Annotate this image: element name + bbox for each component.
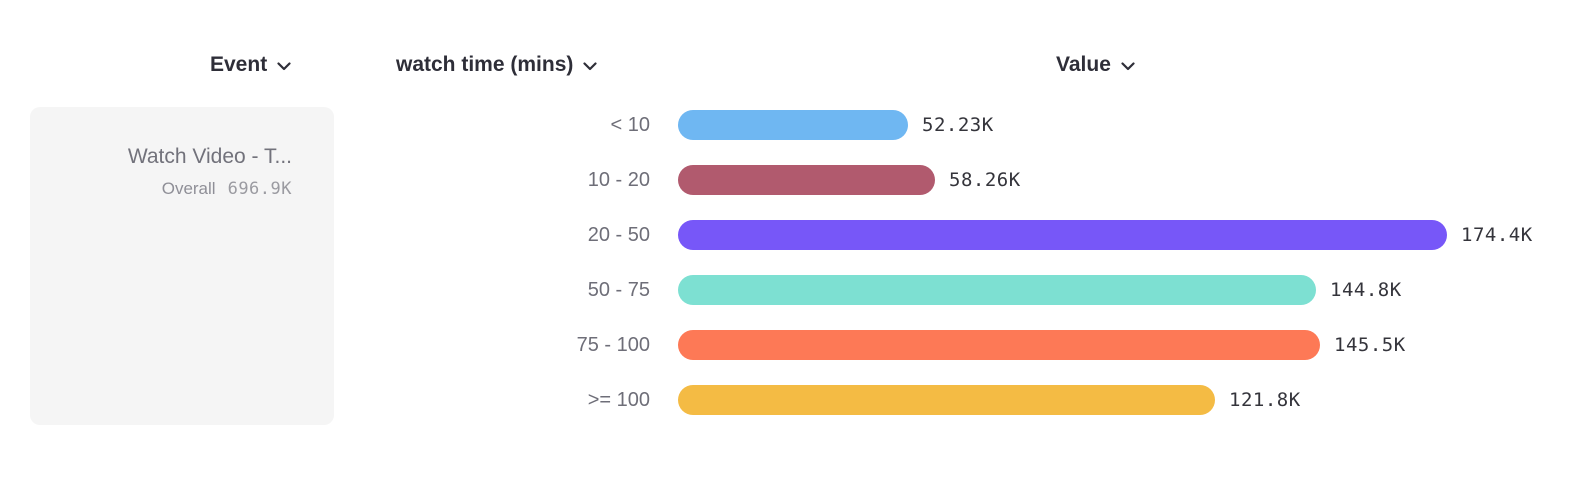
bucket-label: 10 - 20 (587, 169, 650, 191)
bucket-label: 20 - 50 (587, 224, 650, 246)
watch-time-column-label: watch time (mins) (396, 53, 574, 76)
chevron-down-icon (1121, 62, 1135, 71)
bar-row: < 10 52.23K (0, 110, 1584, 140)
event-card-overall-row: Overall 696.9K (50, 179, 292, 199)
bar-row: 75 - 100 145.5K (0, 330, 1584, 360)
bar-segment[interactable] (678, 385, 1215, 415)
bar-value: 121.8K (1229, 389, 1301, 411)
bar-row: 50 - 75 144.8K (0, 275, 1584, 305)
bucket-label: 50 - 75 (587, 279, 650, 301)
overall-value: 696.9K (227, 179, 292, 200)
bucket-label: 75 - 100 (576, 334, 650, 356)
bar-segment[interactable] (678, 220, 1447, 250)
bar-value: 174.4K (1461, 224, 1533, 246)
bar-segment[interactable] (678, 275, 1316, 305)
bar-value: 58.26K (949, 169, 1021, 191)
bucket-label: < 10 (610, 114, 650, 136)
bar-row: 20 - 50 174.4K (0, 220, 1584, 250)
bar-segment[interactable] (678, 330, 1320, 360)
value-column-header[interactable]: Value (1056, 53, 1135, 77)
chevron-down-icon (583, 62, 597, 71)
watch-time-column-header[interactable]: watch time (mins) (396, 53, 597, 77)
overall-label: Overall (161, 179, 216, 199)
bar-value: 144.8K (1330, 279, 1402, 301)
bar-segment[interactable] (678, 110, 908, 140)
bar-value: 52.23K (922, 114, 994, 136)
bucket-label: >= 100 (587, 389, 650, 411)
bar-segment[interactable] (678, 165, 935, 195)
bar-row: >= 100 121.8K (0, 385, 1584, 415)
event-card-title: Watch Video - T... (127, 145, 292, 168)
event-card[interactable]: Watch Video - T... Overall 696.9K (30, 107, 334, 425)
bar-value: 145.5K (1334, 334, 1406, 356)
value-column-label: Value (1056, 53, 1111, 76)
event-column-label: Event (210, 53, 268, 76)
event-column-header[interactable]: Event (210, 53, 291, 77)
chevron-down-icon (277, 62, 291, 71)
bar-row: 10 - 20 58.26K (0, 165, 1584, 195)
